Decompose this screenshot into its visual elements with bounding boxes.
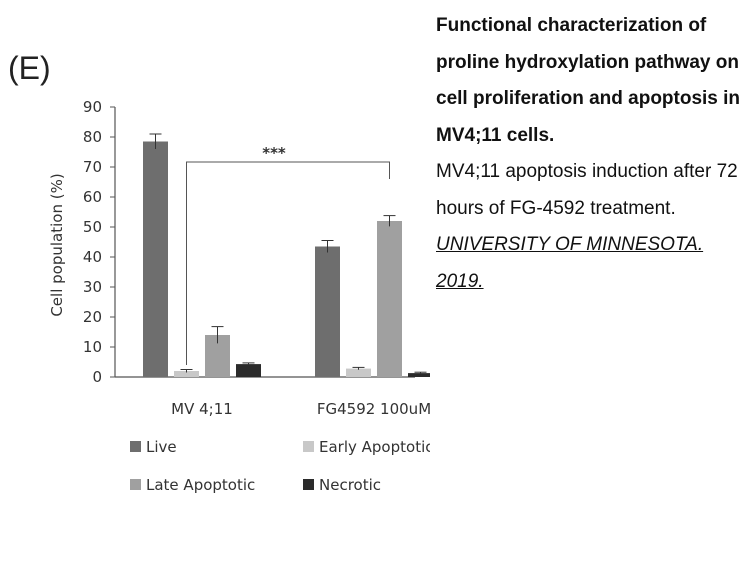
bar [315, 246, 340, 377]
legend-label: Live [146, 438, 177, 456]
significance-bracket [186, 161, 390, 365]
y-tick-label: 10 [83, 338, 102, 356]
bar [408, 373, 430, 377]
legend-label: Necrotic [319, 476, 381, 494]
y-tick-label: 50 [83, 218, 102, 236]
y-axis-label: Cell population (%) [48, 173, 66, 316]
x-tick-label: FG4592 100uM [317, 400, 430, 418]
caption-body: MV4;11 apoptosis induction after 72 hour… [436, 161, 738, 219]
y-tick-label: 80 [83, 128, 102, 146]
legend-swatch [303, 441, 314, 452]
bar [377, 221, 402, 377]
y-tick-label: 30 [83, 278, 102, 296]
y-tick-label: 20 [83, 308, 102, 326]
axes: 0 10 20 30 40 50 60 70 80 90 [83, 98, 415, 386]
bar [174, 371, 199, 377]
legend: Live Early Apoptotic Late Apoptotic Necroti… [130, 438, 430, 494]
bar [236, 364, 261, 377]
legend-swatch [130, 441, 141, 452]
y-tick-label: 70 [83, 158, 102, 176]
significance-stars: *** [262, 144, 286, 162]
caption-source-link[interactable]: UNIVERSITY OF MINNESOTA. 2019. [436, 234, 704, 292]
panel-label: (E) [8, 50, 51, 86]
x-tick-labels: MV 4;11 FG4592 100uM [171, 400, 430, 418]
y-tick-label: 40 [83, 248, 102, 266]
legend-swatch [130, 479, 141, 490]
bars [143, 133, 430, 377]
y-tick-label: 0 [92, 368, 102, 386]
caption: Functional characterization of proline h… [436, 8, 754, 300]
bar [143, 141, 168, 377]
significance-annotation: *** [186, 144, 390, 365]
y-tick-label: 90 [83, 98, 102, 116]
x-tick-label: MV 4;11 [171, 400, 233, 418]
bar-chart: Cell population (%) 0102030405060708090 … [48, 98, 430, 494]
bar [346, 368, 371, 377]
y-tick-label: 60 [83, 188, 102, 206]
legend-swatch [303, 479, 314, 490]
caption-title: Functional characterization of proline h… [436, 15, 741, 146]
legend-label: Early Apoptotic [319, 438, 430, 456]
legend-label: Late Apoptotic [146, 476, 255, 494]
